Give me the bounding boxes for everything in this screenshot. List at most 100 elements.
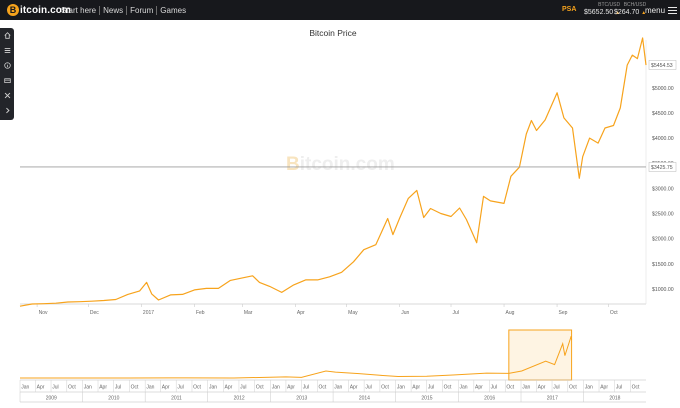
navigator-month-label: Jul [52,385,58,391]
y-tick-label: $1500.00 [652,262,674,268]
price-line-series [19,37,647,307]
psa-link[interactable]: PSA [562,6,577,13]
top-navigation-bar: B itcoin.com Start here News Forum Games… [0,0,680,20]
x-tick-label: Dec [90,310,99,316]
x-tick-label: Sep [559,310,568,316]
navigator-selection-window[interactable] [508,329,573,381]
ticker-price: $5652.50 [584,9,614,16]
x-axis-labels: Nov Dec 2017 Feb Mar Apr May Jun Jul Aug Sep Oct [36,304,618,316]
navigator-month-label: Apr [475,385,483,391]
navigator-year-label: 2016 [484,396,495,402]
navigator-month-label: Jan [522,385,530,391]
x-tick-label: Jul [453,310,459,316]
x-tick-label: Oct [610,310,618,316]
tools-icon[interactable] [0,88,14,103]
navigator-year-labels: 2009 2010 2011 2012 2013 2014 2015 2016 2017 2018 [19,392,621,402]
navigator-month-label: Jan [209,385,217,391]
x-tick-label: 2017 [143,310,154,316]
navigator-month-label: Jan [397,385,405,391]
navigator-month-label: Jul [177,385,183,391]
y-tick-label: $2000.00 [652,237,674,243]
navigator-month-label: Oct [319,385,327,391]
menu-button[interactable]: menu [645,3,678,17]
x-tick-label: Jun [401,310,409,316]
navigator-month-label: Apr [600,385,608,391]
navigator-month-label: Jan [272,385,280,391]
y-tick-label: $4500.00 [652,111,674,117]
bitcoin-price-chart[interactable]: Bitcoin Price Bitcoin.com $1000.00 $1500.… [0,20,680,408]
x-tick-label: May [348,310,358,316]
bitcoin-logo-icon: B [7,4,19,16]
svg-text:Bitcoin.com: Bitcoin.com [286,154,395,175]
navigator-month-label: Apr [538,385,546,391]
home-icon[interactable] [0,28,14,43]
range-navigator[interactable]: Jan Apr Jul Oct Jan Apr Jul Oct Jan Apr Jul Oct Jan A… [19,329,646,403]
navigator-month-label: Jul [553,385,559,391]
hamburger-icon [668,6,678,14]
list-icon[interactable] [0,43,14,58]
watermark-text: itcoin.com [300,154,395,175]
nav-news[interactable]: News [99,5,126,15]
left-tool-sidebar [0,28,14,120]
nav-forum[interactable]: Forum [126,5,156,15]
site-logo[interactable]: B itcoin.com [7,3,71,17]
navigator-month-label: Apr [287,385,295,391]
navigator-month-label: Jan [459,385,467,391]
navigator-month-label: Apr [225,385,233,391]
crosshair-price-label: $3425.75 [648,162,677,172]
navigator-year-label: 2015 [421,396,432,402]
navigator-month-label: Oct [68,385,76,391]
chart-title: Bitcoin Price [309,28,357,38]
navigator-month-label: Jan [146,385,154,391]
navigator-month-label: Jul [365,385,371,391]
navigator-month-label: Jul [616,385,622,391]
navigator-month-label: Jul [303,385,309,391]
nav-start-here[interactable]: Start here [61,5,97,15]
y-tick-label: $5000.00 [652,86,674,92]
up-arrow-icon: ▲ [615,10,621,16]
y-tick-label: $4000.00 [652,136,674,142]
expand-chevron-icon[interactable] [0,103,14,118]
navigator-month-label: Jan [21,385,29,391]
info-icon[interactable] [0,58,14,73]
navigator-month-label: Apr [99,385,107,391]
navigator-month-label: Oct [444,385,452,391]
btc-usd-ticker[interactable]: BTC/USD $5652.50 ▲ [584,2,620,18]
ticker-price: $264.70 [614,9,640,16]
navigator-month-label: Jul [240,385,246,391]
navigator-month-label: Apr [162,385,170,391]
navigator-month-label: Oct [193,385,201,391]
navigator-year-label: 2009 [46,396,57,402]
navigator-year-label: 2018 [609,396,620,402]
navigator-month-label: Oct [131,385,139,391]
y-tick-label: $3000.00 [652,186,674,192]
x-tick-label: Apr [297,310,305,316]
x-tick-label: Feb [196,310,205,316]
navigator-month-label: Apr [37,385,45,391]
navigator-month-label: Oct [256,385,264,391]
watermark-logo: Bitcoin.com [286,154,395,175]
y-tick-label: $1000.00 [652,287,674,293]
navigator-year-label: 2014 [359,396,370,402]
last-price-label: $5454.53 [648,60,677,70]
navigator-year-label: 2012 [234,396,245,402]
menu-label: menu [645,5,666,15]
navigator-month-labels: Jan Apr Jul Oct Jan Apr Jul Oct Jan Apr Jul Oct Jan A… [19,380,640,392]
last-price-text: $5454.53 [651,63,673,69]
bch-usd-ticker[interactable]: BCH/USD $264.70 ▲ [614,2,646,18]
navigator-year-label: 2011 [171,396,182,402]
y-tick-label: $2500.00 [652,211,674,217]
wallet-icon[interactable] [0,73,14,88]
navigator-month-label: Jan [585,385,593,391]
navigator-month-label: Jan [84,385,92,391]
nav-games[interactable]: Games [156,5,189,15]
main-nav: Start here News Forum Games [61,0,189,20]
navigator-year-label: 2017 [547,396,558,402]
navigator-year-label: 2013 [296,396,307,402]
navigator-month-label: Oct [632,385,640,391]
navigator-month-label: Oct [569,385,577,391]
navigator-month-label: Apr [412,385,420,391]
navigator-month-label: Oct [506,385,514,391]
navigator-month-label: Oct [381,385,389,391]
up-arrow-icon: ▲ [641,10,647,16]
